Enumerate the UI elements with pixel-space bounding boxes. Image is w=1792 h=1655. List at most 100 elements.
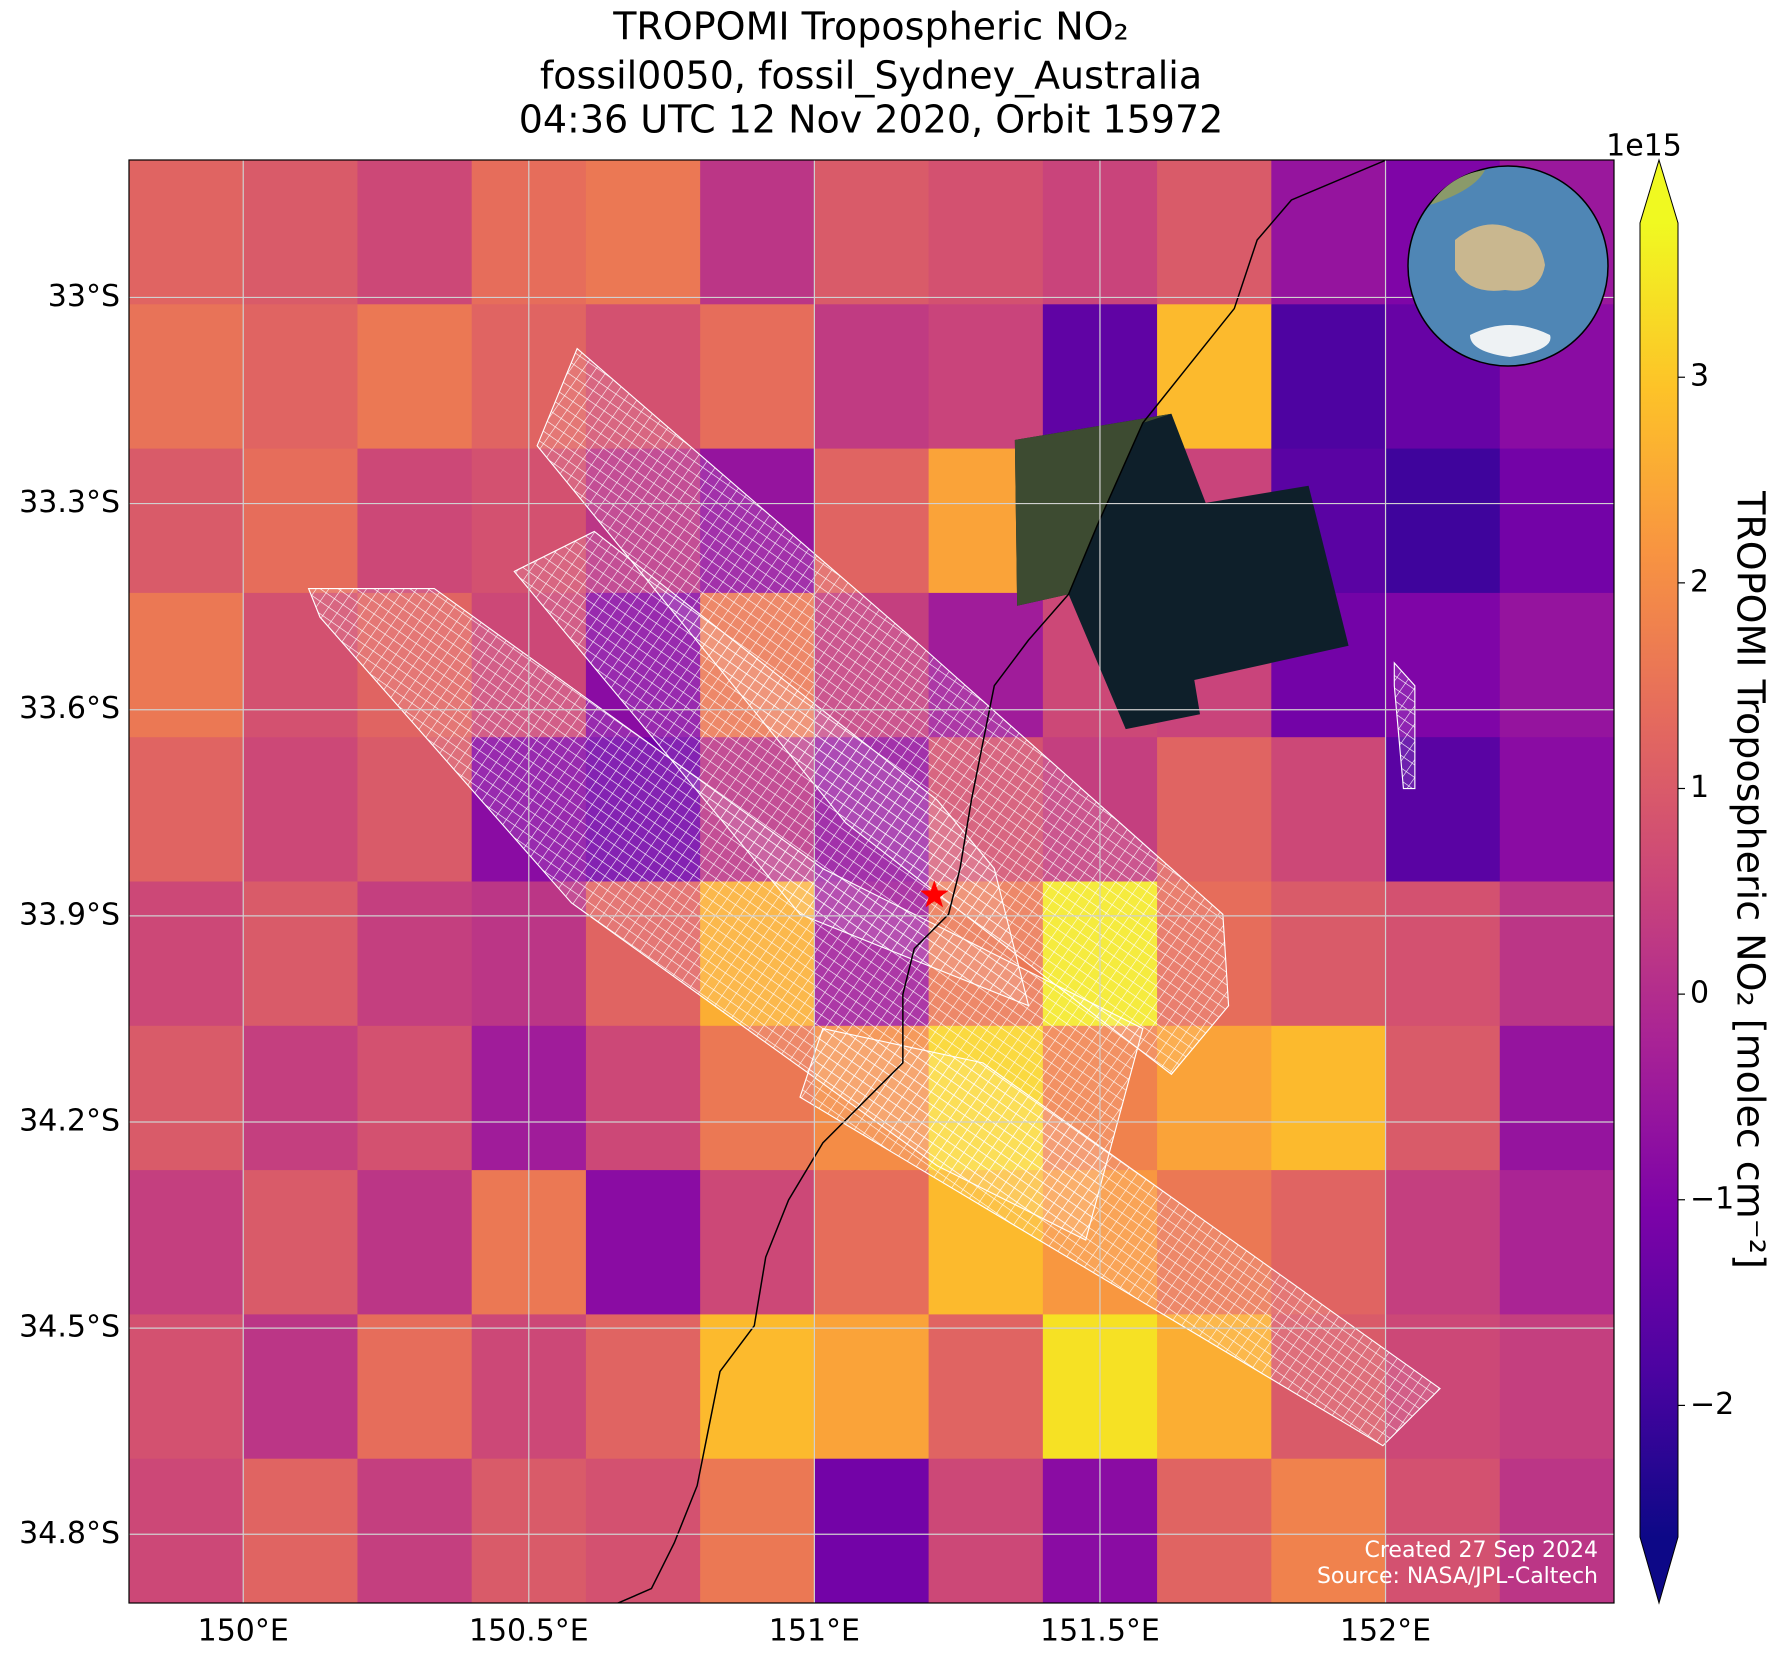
pixel bbox=[1385, 1458, 1501, 1603]
pixel bbox=[928, 1458, 1044, 1603]
pixel bbox=[357, 881, 473, 1027]
pixel bbox=[243, 1170, 358, 1315]
pixel bbox=[585, 1458, 701, 1603]
pixel bbox=[928, 304, 1044, 450]
pixel bbox=[243, 1314, 358, 1460]
title-line: fossil0050, fossil_Sydney_Australia bbox=[540, 54, 1202, 98]
colorbar-extend-min bbox=[1640, 1537, 1678, 1603]
globe-land bbox=[1455, 224, 1545, 291]
pixel bbox=[1499, 1025, 1614, 1171]
y-tick-label: 33°S bbox=[48, 279, 120, 314]
map-overlay bbox=[307, 160, 1441, 1603]
inset-globe bbox=[1407, 165, 1609, 367]
pixel bbox=[129, 1025, 244, 1171]
pixel bbox=[1157, 1458, 1272, 1603]
y-tick-label: 34.5°S bbox=[19, 1310, 120, 1345]
colorbar-tick-label: 0 bbox=[1690, 976, 1709, 1011]
pixel bbox=[585, 1170, 701, 1315]
colorbar-tick-label: 2 bbox=[1690, 564, 1709, 599]
pixel bbox=[814, 448, 930, 594]
pixel bbox=[814, 1170, 930, 1315]
footprint bbox=[536, 347, 1230, 1076]
title-line: TROPOMI Tropospheric NO₂ bbox=[612, 5, 1129, 49]
pixel bbox=[357, 1170, 473, 1315]
title-line: 04:36 UTC 12 Nov 2020, Orbit 15972 bbox=[519, 98, 1224, 142]
credit: Source: NASA/JPL-Caltech bbox=[1317, 1564, 1598, 1589]
pixel bbox=[243, 1025, 358, 1171]
pixel bbox=[243, 160, 358, 305]
pixel bbox=[700, 1458, 815, 1603]
pixel bbox=[1499, 737, 1614, 882]
pixel bbox=[1271, 1025, 1387, 1171]
colorbar-tick-label: −1 bbox=[1690, 1181, 1734, 1216]
y-tick-label: 33.9°S bbox=[19, 897, 120, 932]
pixel bbox=[357, 304, 473, 450]
colorbar-tick-label: 3 bbox=[1690, 359, 1709, 394]
pixel bbox=[129, 448, 244, 594]
pixel bbox=[1499, 448, 1614, 594]
globe-ice bbox=[1470, 325, 1551, 357]
pixel bbox=[700, 1170, 815, 1315]
x-tick-label: 151°E bbox=[769, 1614, 860, 1649]
footprint bbox=[799, 1027, 1441, 1447]
colorbar-outline bbox=[1639, 158, 1679, 1605]
pixel bbox=[243, 1458, 358, 1603]
pixel bbox=[1157, 160, 1272, 305]
pixel bbox=[357, 1025, 473, 1171]
pixel bbox=[814, 304, 930, 450]
colorbar-label: TROPOMI Tropospheric NO₂ [molec cm⁻²] bbox=[1729, 490, 1773, 1269]
y-tick-label: 33.3°S bbox=[19, 485, 120, 520]
pixel bbox=[129, 1170, 244, 1315]
pixel bbox=[1385, 448, 1501, 594]
x-tick-label: 150.5°E bbox=[469, 1614, 589, 1649]
pixel bbox=[1157, 304, 1272, 450]
pixel bbox=[243, 448, 358, 594]
pixel bbox=[1499, 592, 1614, 738]
pixel bbox=[928, 1314, 1044, 1460]
globe-land bbox=[1430, 170, 1485, 205]
pixel bbox=[357, 160, 473, 305]
pixel bbox=[1499, 881, 1614, 1027]
colorbar-tick-label: −2 bbox=[1690, 1387, 1734, 1422]
y-tick-label: 34.2°S bbox=[19, 1104, 120, 1139]
pixel bbox=[129, 881, 244, 1027]
pixel bbox=[814, 1314, 930, 1460]
pixel bbox=[1385, 1025, 1501, 1171]
pixel bbox=[1271, 160, 1387, 305]
pixel bbox=[129, 1314, 244, 1460]
pixel bbox=[585, 1314, 701, 1460]
pixel bbox=[1271, 304, 1387, 450]
pixel bbox=[1499, 1170, 1614, 1315]
colorbar-body bbox=[1640, 223, 1678, 1537]
pixel bbox=[1385, 881, 1501, 1027]
pixel bbox=[928, 160, 1044, 305]
coastline bbox=[616, 160, 1387, 1603]
pixel bbox=[814, 1458, 930, 1603]
colorbar: 3 2 1 0 −1 −2 1e15 TROPOMI Tropospheric NO₂ [mo… bbox=[1606, 129, 1773, 1605]
pixel bbox=[357, 1314, 473, 1460]
pixel bbox=[357, 1458, 473, 1603]
x-tick-label: 151.5°E bbox=[1040, 1614, 1160, 1649]
pixel bbox=[357, 448, 473, 594]
pixel bbox=[243, 737, 358, 882]
credit: Created 27 Sep 2024 bbox=[1365, 1538, 1599, 1563]
footprint bbox=[513, 530, 1030, 1007]
y-tick-label: 34.8°S bbox=[19, 1516, 120, 1551]
pixel bbox=[129, 592, 244, 738]
pixel bbox=[700, 160, 815, 305]
pixel bbox=[700, 304, 815, 450]
map-frame bbox=[128, 159, 1615, 1604]
pixel bbox=[243, 881, 358, 1027]
pixel bbox=[1271, 1458, 1387, 1603]
pixel bbox=[129, 1458, 244, 1603]
pixel bbox=[1157, 737, 1272, 882]
pixel bbox=[129, 304, 244, 450]
pixel bbox=[1385, 1170, 1501, 1315]
land-image bbox=[1014, 413, 1172, 606]
pixel bbox=[1499, 1314, 1614, 1460]
pixel bbox=[814, 160, 930, 305]
axes: 150°E 150.5°E 151°E 151.5°E 152°E 33°S 33.3°S 3… bbox=[19, 160, 1614, 1649]
pixel bbox=[1499, 1458, 1614, 1603]
pixel bbox=[243, 304, 358, 450]
